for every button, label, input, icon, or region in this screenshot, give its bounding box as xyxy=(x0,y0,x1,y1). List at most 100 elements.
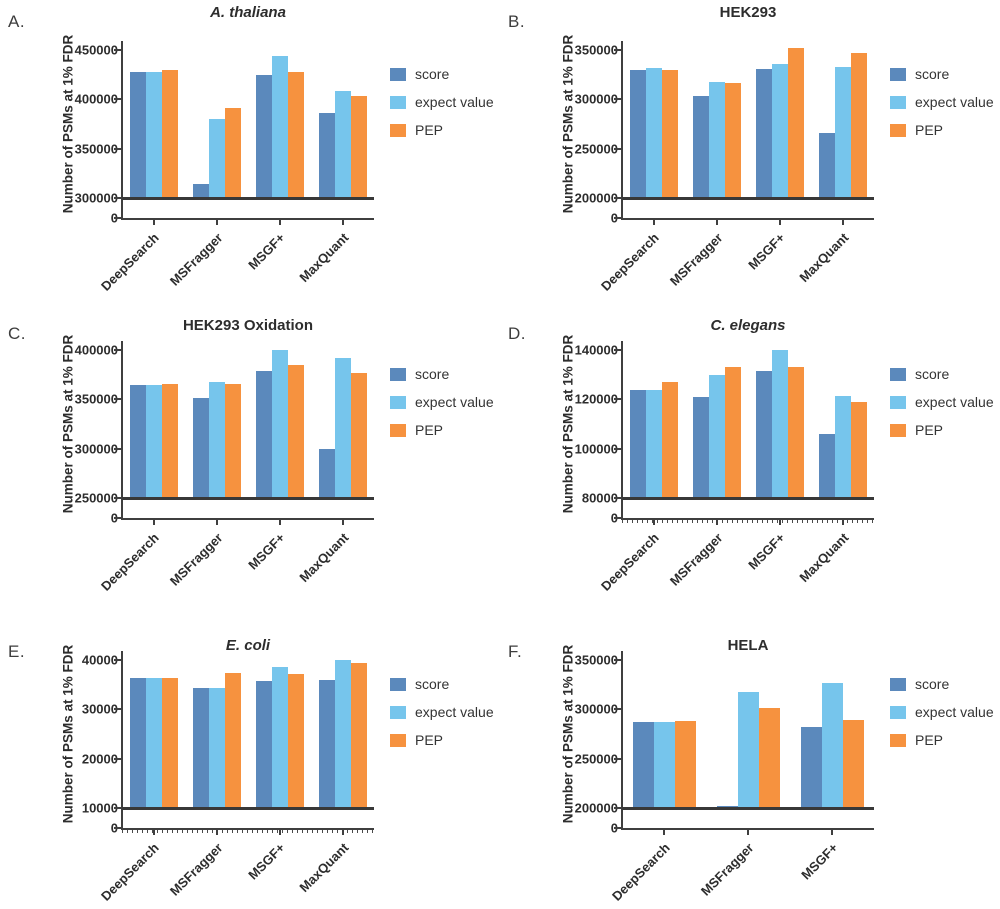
legend-item: PEP xyxy=(390,732,494,748)
panel-c: C. HEK293 Oxidation Number of PSMs at 1% F… xyxy=(0,300,500,610)
bar-expect-value xyxy=(208,119,225,198)
y-axis-line xyxy=(121,41,123,220)
bars-area xyxy=(122,350,374,498)
y-tick-mark xyxy=(114,708,122,711)
x-axis-line xyxy=(622,828,874,830)
chart-title: HELA xyxy=(727,637,769,654)
bar-pep xyxy=(287,364,304,498)
y-tick-mark xyxy=(614,708,622,711)
bar-expect-value xyxy=(145,71,162,198)
bar-score xyxy=(629,69,646,198)
x-category-label: MSFragger xyxy=(166,840,226,899)
x-category-label: MaxQuant xyxy=(296,530,352,586)
chart-title: C. elegans xyxy=(710,317,786,334)
legend-label: score xyxy=(915,676,950,692)
bar-pep xyxy=(350,372,367,498)
legend-swatch-score xyxy=(390,677,406,691)
bar-pep xyxy=(850,53,867,198)
y-tick-mark xyxy=(614,98,622,101)
chart-title: HEK293 Oxidation xyxy=(182,317,314,334)
x-axis-line xyxy=(622,218,874,220)
y-zero-tick-mark xyxy=(114,217,122,219)
bar-score xyxy=(318,448,335,498)
x-tick-mark xyxy=(652,520,655,525)
y-axis-line xyxy=(121,341,123,520)
bar-pep xyxy=(287,674,304,808)
bar-group xyxy=(311,357,374,498)
bar-expect-value xyxy=(645,389,662,498)
panel-letter: F. xyxy=(508,642,523,661)
x-tick-mark xyxy=(747,830,749,835)
legend-label: score xyxy=(415,676,450,692)
x-baseline xyxy=(622,497,874,500)
x-tick-mark xyxy=(215,830,218,835)
x-tick-mark xyxy=(841,220,844,225)
legend-item: PEP xyxy=(890,122,994,138)
x-minor-ticks xyxy=(122,830,374,833)
x-tick-mark xyxy=(841,520,844,525)
bar-score xyxy=(255,74,272,198)
y-tick-label: 250000 xyxy=(574,141,618,157)
bar-expect-value xyxy=(771,350,788,498)
bar-pep xyxy=(161,383,178,498)
bars-area xyxy=(622,350,874,498)
bar-expect-value xyxy=(653,722,675,808)
bar-expect-value xyxy=(334,660,351,808)
bar-pep xyxy=(758,708,780,808)
legend-label: expect value xyxy=(915,94,994,110)
x-tick-mark xyxy=(152,220,155,225)
panel-letter: E. xyxy=(8,642,26,661)
panel-letter: D. xyxy=(508,324,526,343)
y-tick-mark xyxy=(614,49,622,51)
legend-item: expect value xyxy=(390,704,494,720)
legend-item: expect value xyxy=(890,704,994,720)
bar-expect-value xyxy=(821,682,843,808)
legend-item: score xyxy=(390,676,494,692)
bar-group xyxy=(122,677,185,808)
legend-label: PEP xyxy=(915,422,944,438)
legend-swatch-pep xyxy=(390,423,406,437)
x-tick-mark xyxy=(715,220,718,225)
legend-item: PEP xyxy=(890,732,994,748)
bar-pep xyxy=(350,96,367,198)
x-category-label: MSGF+ xyxy=(245,530,289,573)
x-category-label: MSFragger xyxy=(166,530,226,589)
legend-swatch-score xyxy=(890,677,906,691)
y-axis-label: Number of PSMs at 1% FDR xyxy=(60,644,76,824)
x-baseline xyxy=(622,197,874,200)
x-category-label: MaxQuant xyxy=(796,530,852,586)
chart-title: A. thaliana xyxy=(210,4,286,21)
bar-pep xyxy=(661,382,678,498)
bar-score xyxy=(129,677,146,808)
bar-score xyxy=(129,384,146,498)
legend-swatch-pep xyxy=(390,123,406,137)
x-baseline xyxy=(122,497,374,500)
bar-group xyxy=(248,55,311,198)
legend-item: PEP xyxy=(390,122,494,138)
y-tick-mark xyxy=(114,807,122,809)
x-tick-mark xyxy=(215,520,218,525)
legend-swatch-pep xyxy=(890,423,906,437)
legend-item: score xyxy=(890,676,994,692)
bar-group xyxy=(122,383,185,498)
legend-label: score xyxy=(415,366,450,382)
legend-item: expect value xyxy=(890,394,994,410)
x-axis-line xyxy=(122,828,374,830)
panel-letter: A. xyxy=(8,12,26,31)
bar-score xyxy=(629,389,646,498)
bar-expect-value xyxy=(208,381,225,498)
x-tick-mark xyxy=(278,830,281,835)
legend-swatch-score xyxy=(890,367,906,381)
x-tick-mark xyxy=(152,830,155,835)
bars-area xyxy=(122,660,374,808)
legend: score expect value PEP xyxy=(390,366,494,450)
x-baseline xyxy=(122,197,374,200)
y-tick-label: 140000 xyxy=(574,342,618,358)
x-tick-mark xyxy=(215,220,218,225)
y-tick-label: 400000 xyxy=(74,91,118,107)
legend-item: score xyxy=(890,366,994,382)
y-tick-label: 300000 xyxy=(574,701,618,717)
legend-swatch-expect-value xyxy=(390,95,406,109)
x-tick-mark xyxy=(652,220,655,225)
y-tick-label: 80000 xyxy=(581,490,618,506)
